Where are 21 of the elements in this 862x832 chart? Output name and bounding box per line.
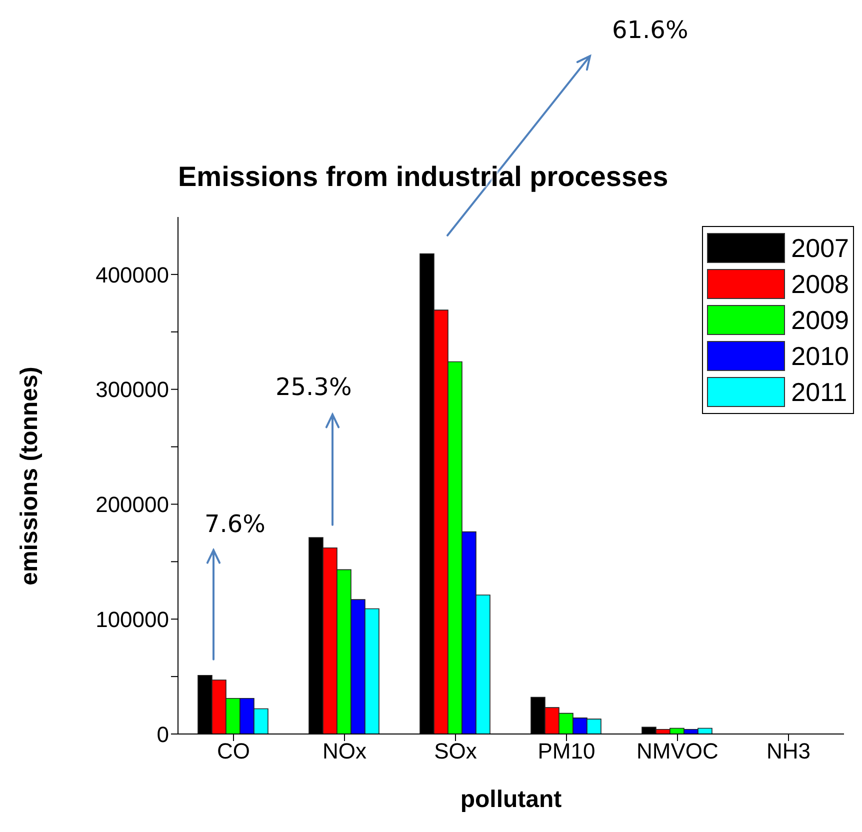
y-tick-label: 400000 — [96, 262, 169, 288]
annotation: 7.6% — [204, 510, 266, 538]
x-tick-label: NH3 — [766, 738, 811, 764]
x-axis-title: pollutant — [459, 786, 563, 814]
y-tick-label: 100000 — [96, 606, 169, 632]
x-tick-label: PM10 — [538, 738, 596, 764]
legend-label: 2009 — [791, 304, 849, 336]
legend-label: 2007 — [791, 232, 849, 264]
x-tick-label: SOx — [434, 738, 477, 764]
y-tick-label: 200000 — [96, 492, 169, 518]
y-tick-label: 0 — [156, 722, 169, 747]
text: 61.6% — [612, 16, 688, 44]
legend-label: 2011 — [791, 376, 848, 408]
x-tick-label: NOx — [322, 738, 366, 764]
y-tick-label: 300000 — [96, 377, 169, 402]
y-axis-title: emissions (tonnes) — [16, 366, 44, 585]
legend-label: 2010 — [791, 340, 849, 372]
legend-label: 2008 — [791, 268, 849, 300]
annotation: 25.3% — [276, 373, 352, 402]
x-tick-label: CO — [217, 738, 250, 764]
x-tick-label: NMVOC — [636, 738, 719, 764]
